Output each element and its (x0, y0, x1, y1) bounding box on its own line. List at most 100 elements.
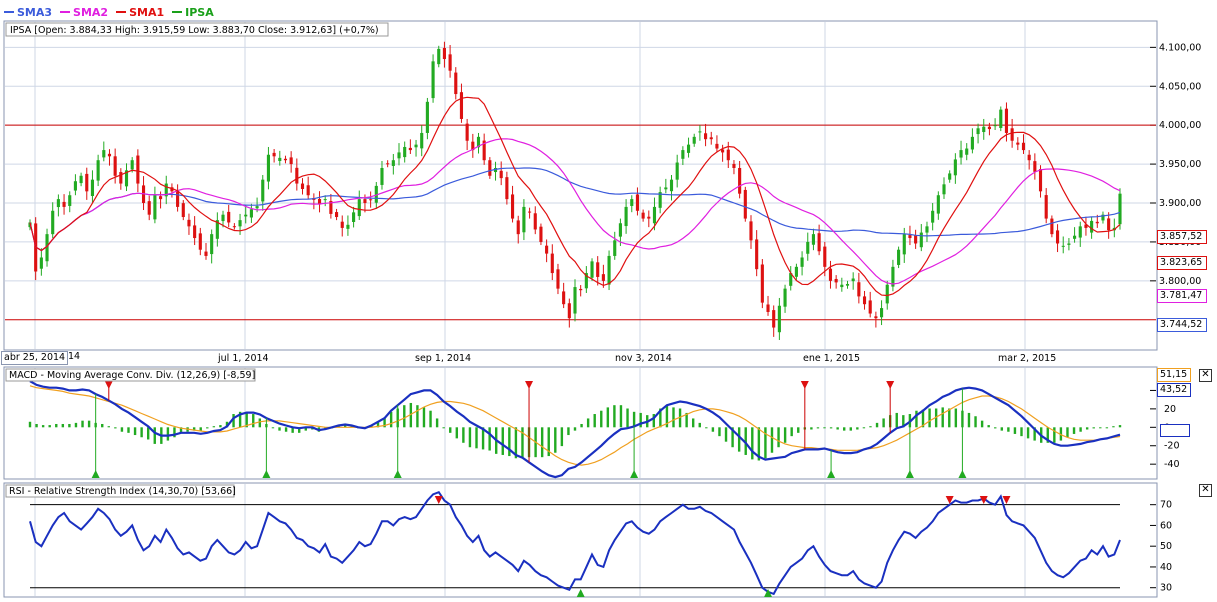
candle-body (556, 269, 560, 289)
histogram-bar (238, 411, 242, 428)
candle-body (1038, 169, 1043, 192)
legend-item-ipsa[interactable]: IPSA (172, 6, 214, 19)
line-swatch-icon (60, 11, 71, 13)
candle-body (164, 183, 168, 197)
histogram-bar (613, 405, 616, 428)
histogram-bar (580, 423, 583, 428)
crosshair-date: abr 25, 2014 (4, 352, 66, 363)
candle-body (692, 136, 696, 144)
candle-body (107, 153, 112, 157)
price-label-text: 3.781,47 (1160, 290, 1203, 302)
histogram-bar (166, 427, 170, 441)
first-date-suffix: 14 (68, 351, 80, 363)
legend: SMA3 SMA2 SMA1 IPSA (4, 4, 214, 20)
candle-body (249, 209, 253, 218)
histogram-bar (560, 427, 564, 447)
line-swatch-icon (172, 11, 183, 13)
y-tick-label: 3.950,00 (1159, 159, 1201, 170)
candle-body (999, 109, 1003, 128)
histogram-bar (573, 427, 577, 431)
candle-body (936, 195, 940, 214)
histogram-bar (376, 421, 380, 428)
histogram-bar (948, 408, 951, 428)
candle-body (465, 123, 469, 141)
histogram-bar (468, 427, 472, 448)
histogram-bar (192, 427, 196, 431)
legend-item-sma3[interactable]: SMA3 (4, 6, 52, 19)
candle-body (914, 235, 918, 244)
histogram-bar (882, 418, 885, 428)
candle-body (817, 233, 821, 252)
candle-body (493, 167, 498, 173)
buy-marker-icon (393, 470, 402, 478)
rsi-close-button[interactable]: ✕ (1199, 484, 1212, 497)
candle-body (198, 233, 202, 250)
macd-close-button[interactable]: ✕ (1199, 369, 1212, 382)
y-tick-label: 4.050,00 (1159, 81, 1201, 92)
x-tick-label: mar 2, 2015 (998, 353, 1056, 364)
sma3-line (29, 167, 1121, 252)
y-tick-label: 40 (1160, 562, 1172, 573)
histogram-bar (508, 427, 511, 457)
histogram-bar (1112, 426, 1115, 428)
candle-body (289, 157, 293, 165)
price-label-text: 3.857,52 (1160, 231, 1203, 243)
histogram-bar (449, 427, 452, 433)
histogram-bar (869, 426, 872, 428)
sell-marker-icon (1002, 496, 1011, 504)
histogram-bar (462, 427, 465, 443)
y-tick-label: 30 (1160, 583, 1172, 594)
x-tick-label: jul 1, 2014 (217, 353, 269, 364)
main-levels (5, 124, 1156, 321)
candle-body (755, 239, 759, 270)
candle-body (1073, 235, 1077, 239)
candle-body (601, 274, 605, 281)
rsi-title: RSI - Relative Strength Index (14,30,70)… (9, 486, 236, 497)
candle-body (624, 206, 628, 227)
legend-item-sma2[interactable]: SMA2 (60, 6, 108, 19)
histogram-bar (875, 422, 879, 428)
price-label: 3.744,52 (1157, 318, 1207, 333)
candle-body (630, 199, 634, 206)
histogram-bar (298, 427, 301, 433)
candle-body (1118, 193, 1122, 225)
candle-body (232, 226, 236, 228)
candle-body (90, 179, 95, 197)
macd-lines (29, 380, 1121, 479)
candle-body (789, 273, 793, 286)
candle-body (414, 144, 418, 148)
candle-body (1004, 108, 1009, 133)
candle-body (987, 126, 991, 130)
sell-marker-icon (979, 496, 988, 504)
candle-body (993, 125, 997, 127)
candle-body (56, 199, 60, 208)
legend-item-sma1[interactable]: SMA1 (116, 6, 164, 19)
candle-body (352, 212, 356, 223)
macd-value: 43,52 (1160, 384, 1188, 395)
candle-body (1055, 230, 1060, 244)
candle-body (437, 48, 441, 65)
candle-body (459, 92, 464, 119)
histogram-bar (61, 423, 65, 428)
histogram-bar (232, 414, 235, 428)
buy-marker-icon (91, 470, 100, 478)
histogram-bar (41, 425, 45, 428)
candle-body (85, 173, 89, 192)
candle-body (669, 179, 674, 192)
candle-body (732, 163, 736, 168)
buy-marker-icon (576, 589, 585, 597)
histogram-bar (481, 427, 485, 450)
candle-body (482, 140, 486, 161)
macd-histogram (28, 402, 1122, 461)
candle-body (119, 172, 123, 184)
y-tick-label: 3.900,00 (1159, 198, 1201, 209)
candle-body (403, 146, 407, 158)
candle-body (124, 170, 129, 187)
buy-marker-icon (630, 470, 639, 478)
candle-body (607, 255, 611, 285)
candle-body (448, 54, 452, 71)
first-date-suffix-text: 14 (68, 351, 81, 362)
candle-body (187, 219, 191, 227)
histogram-bar (639, 412, 642, 428)
